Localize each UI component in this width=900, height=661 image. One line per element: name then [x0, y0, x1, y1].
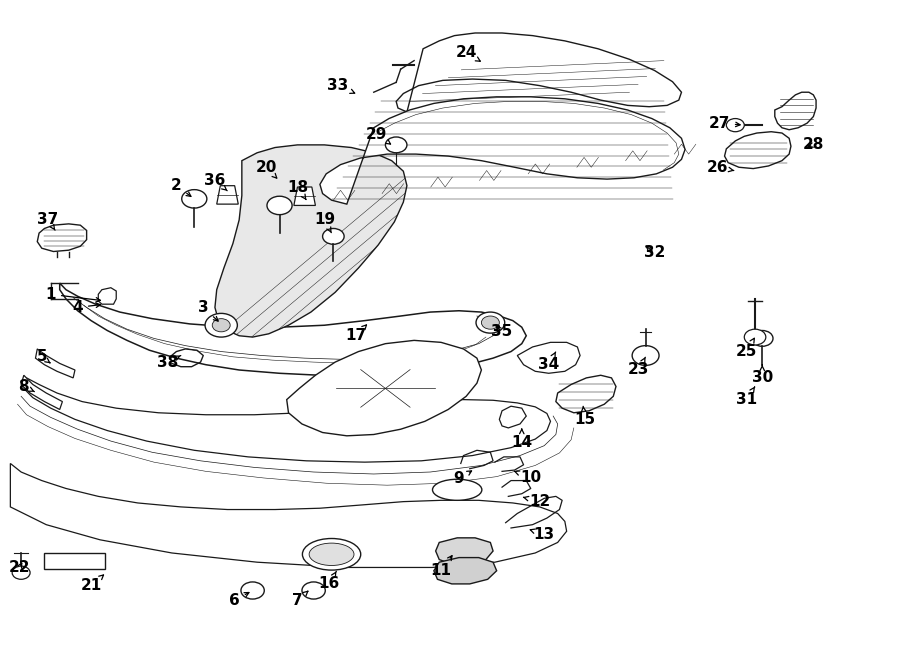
Polygon shape [35, 349, 75, 378]
Circle shape [212, 319, 230, 332]
Circle shape [241, 582, 265, 599]
Circle shape [726, 118, 744, 132]
Text: 23: 23 [627, 357, 649, 377]
Ellipse shape [302, 539, 361, 570]
Text: 24: 24 [455, 45, 481, 61]
Ellipse shape [433, 479, 482, 500]
Circle shape [267, 196, 293, 215]
Polygon shape [775, 93, 816, 130]
Text: 12: 12 [524, 494, 550, 509]
Text: 8: 8 [19, 379, 34, 394]
Circle shape [476, 312, 505, 333]
Circle shape [205, 313, 238, 337]
Polygon shape [518, 342, 580, 373]
Polygon shape [217, 186, 239, 204]
Text: 22: 22 [9, 560, 30, 575]
Circle shape [632, 346, 659, 366]
Ellipse shape [309, 543, 354, 565]
Text: 28: 28 [803, 137, 824, 153]
Polygon shape [320, 97, 685, 204]
Text: 4: 4 [72, 300, 101, 315]
Polygon shape [287, 340, 482, 436]
Text: 2: 2 [171, 178, 191, 196]
Text: 7: 7 [292, 591, 308, 608]
Polygon shape [500, 407, 526, 428]
Text: 14: 14 [511, 429, 532, 450]
Text: 35: 35 [491, 325, 513, 339]
Polygon shape [21, 375, 62, 409]
Text: 18: 18 [287, 180, 308, 200]
Circle shape [385, 137, 407, 153]
Polygon shape [434, 558, 497, 584]
Circle shape [302, 582, 325, 599]
Polygon shape [44, 553, 104, 568]
Polygon shape [37, 224, 86, 252]
Text: 11: 11 [430, 556, 452, 578]
Polygon shape [294, 187, 315, 206]
Polygon shape [724, 132, 791, 169]
Text: 20: 20 [256, 160, 277, 178]
Text: 34: 34 [538, 352, 559, 372]
Text: 16: 16 [319, 571, 339, 592]
Text: 13: 13 [530, 527, 554, 542]
Text: 32: 32 [644, 245, 665, 260]
Text: 9: 9 [454, 471, 472, 486]
Circle shape [13, 566, 30, 579]
Circle shape [752, 330, 773, 346]
Text: 6: 6 [230, 592, 249, 608]
Text: 1: 1 [46, 287, 101, 302]
Polygon shape [436, 538, 493, 564]
Circle shape [744, 329, 766, 345]
Text: 36: 36 [204, 173, 227, 191]
Text: 27: 27 [708, 116, 740, 131]
Text: 15: 15 [574, 407, 595, 427]
Circle shape [322, 229, 344, 245]
Text: 21: 21 [80, 575, 104, 594]
Text: 30: 30 [752, 365, 773, 385]
Text: 10: 10 [515, 470, 541, 485]
Polygon shape [11, 463, 567, 567]
Text: 29: 29 [365, 127, 391, 144]
Polygon shape [98, 288, 116, 304]
Text: 25: 25 [735, 338, 757, 359]
Text: 3: 3 [198, 300, 218, 321]
Text: 33: 33 [328, 78, 355, 93]
Circle shape [482, 316, 500, 329]
Text: 38: 38 [157, 354, 181, 369]
Text: 19: 19 [314, 212, 335, 233]
Text: 5: 5 [37, 349, 50, 364]
Polygon shape [59, 283, 526, 375]
Circle shape [182, 190, 207, 208]
Polygon shape [396, 33, 681, 112]
Text: 17: 17 [346, 325, 366, 343]
Polygon shape [215, 145, 407, 337]
Polygon shape [23, 378, 551, 462]
Polygon shape [556, 375, 616, 412]
Text: 37: 37 [38, 212, 58, 230]
Text: 31: 31 [735, 387, 757, 407]
Text: 26: 26 [706, 160, 733, 175]
